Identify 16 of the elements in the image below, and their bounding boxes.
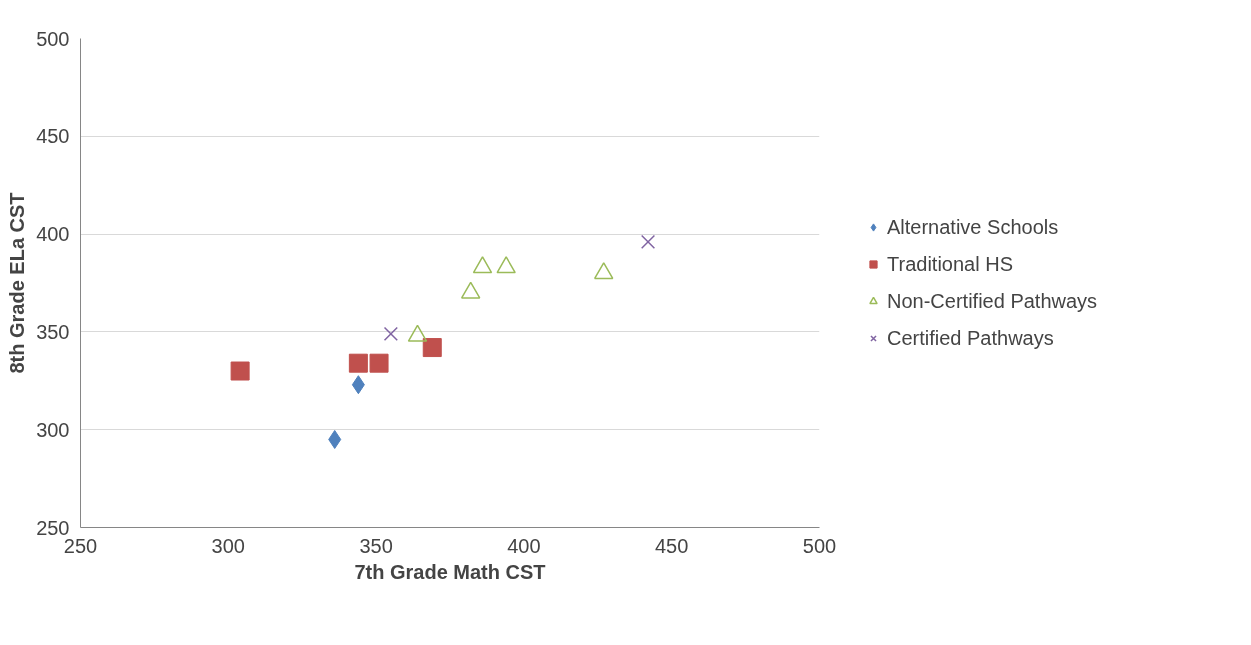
x-tick-label: 300 bbox=[211, 534, 245, 557]
x-axis-title: 7th Grade Math CST bbox=[354, 560, 546, 583]
y-tick-label: 450 bbox=[36, 125, 70, 148]
x-tick-label: 350 bbox=[359, 534, 393, 557]
x-tick-label: 450 bbox=[655, 534, 689, 557]
x-tick-label: 400 bbox=[507, 534, 541, 557]
y-tick-label: 500 bbox=[36, 27, 70, 50]
y-tick-label: 350 bbox=[36, 320, 70, 343]
legend-label: Alternative Schools bbox=[887, 215, 1059, 239]
y-tick-label: 400 bbox=[36, 223, 70, 246]
y-axis-title: 8th Grade ELa CST bbox=[6, 192, 29, 374]
legend-label: Traditional HS bbox=[887, 252, 1013, 276]
y-tick-label: 300 bbox=[36, 418, 70, 441]
legend-label: Certified Pathways bbox=[887, 326, 1054, 350]
x-tick-label: 500 bbox=[802, 534, 837, 557]
legend-label: Non-Certified Pathways bbox=[887, 289, 1098, 313]
